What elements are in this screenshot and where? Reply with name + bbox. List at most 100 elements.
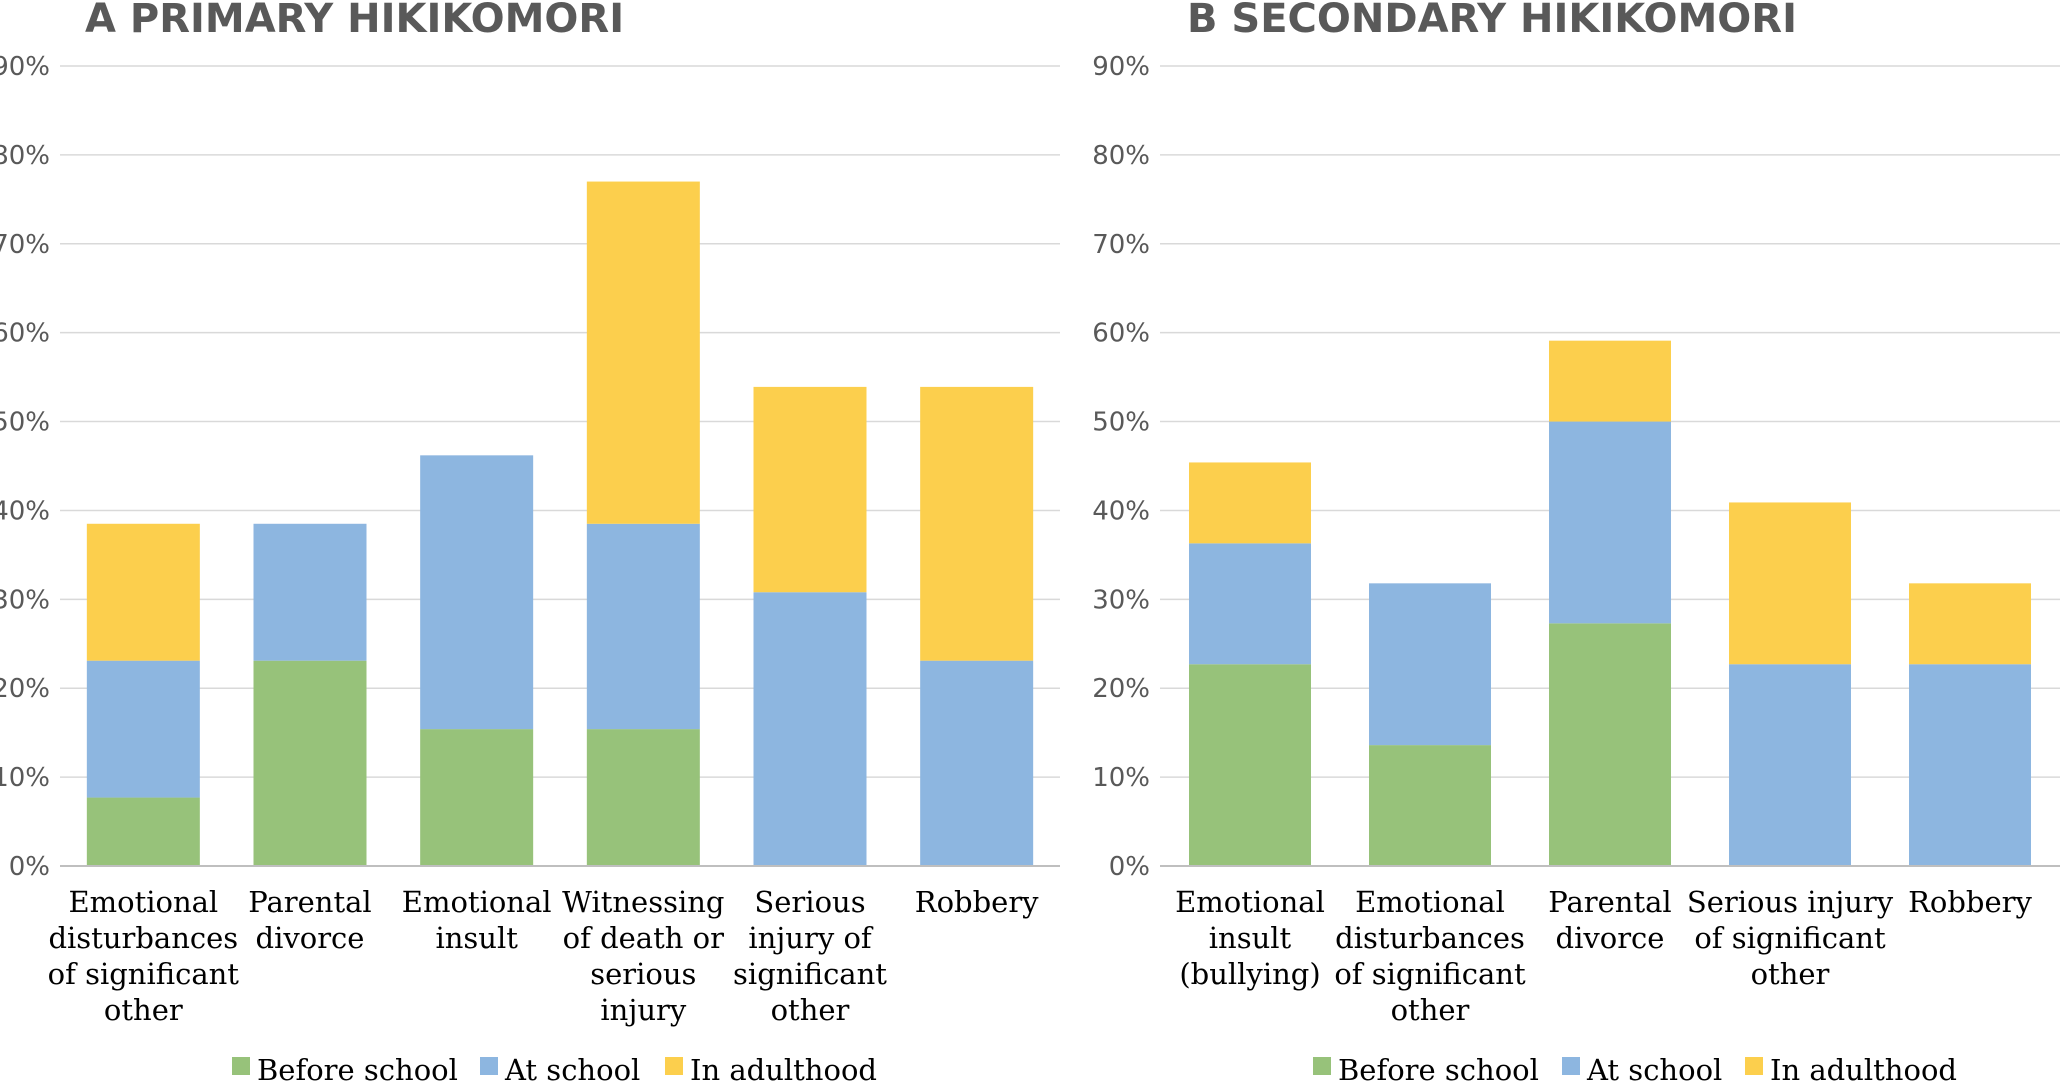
bar-before-school bbox=[1189, 664, 1311, 866]
x-category-label: Robbery bbox=[1908, 885, 2032, 919]
x-category-label: Serious injury of significant other bbox=[733, 885, 887, 1027]
y-tick-label: 50% bbox=[0, 408, 50, 438]
chart-panel-b: B SECONDARY HIKIKOMORI 0% 10% 20% 30% 40% 50% 6… bbox=[1092, 0, 2060, 1087]
x-category-label: Emotional disturbances of significant other bbox=[1334, 885, 1526, 1027]
x-category-label: Parental divorce bbox=[1548, 885, 1671, 955]
y-tick-label: 50% bbox=[1092, 408, 1150, 438]
y-tick-label: 30% bbox=[1092, 585, 1150, 615]
y-tick-label: 40% bbox=[1092, 496, 1150, 526]
bar-at-school bbox=[253, 523, 367, 661]
x-category-label-line: Witnessing bbox=[562, 885, 724, 919]
bar-at-school bbox=[1369, 583, 1491, 746]
legend-swatch bbox=[1745, 1057, 1763, 1075]
bar-in-adulthood bbox=[586, 181, 700, 524]
y-tick-label: 70% bbox=[0, 230, 50, 260]
x-category-label-line: Serious bbox=[754, 885, 865, 919]
x-category-label-line: serious bbox=[590, 957, 696, 991]
legend-swatch bbox=[665, 1057, 683, 1075]
x-category-label-line: Robbery bbox=[1908, 885, 2032, 919]
x-category-label-line: Emotional bbox=[1355, 885, 1505, 919]
y-tick-label: 0% bbox=[9, 852, 50, 882]
bar-before-school bbox=[1369, 745, 1491, 866]
legend-label: Before school bbox=[1338, 1053, 1539, 1087]
y-tick-label: 80% bbox=[0, 141, 50, 171]
legend-label: In adulthood bbox=[690, 1053, 877, 1087]
x-category-label-line: other bbox=[1751, 957, 1830, 991]
y-tick-label: 80% bbox=[1092, 141, 1150, 171]
bar-before-school bbox=[253, 660, 367, 866]
bar-before-school bbox=[586, 729, 700, 866]
y-tick-label: 40% bbox=[0, 496, 50, 526]
x-category-label-line: significant bbox=[733, 957, 887, 991]
bar-at-school bbox=[1549, 421, 1671, 624]
bar-at-school bbox=[420, 455, 534, 730]
bar-in-adulthood bbox=[920, 386, 1034, 661]
chart-panel-a: A PRIMARY HIKIKOMORI 0% 10% 20% 30% 40% 50% 60%… bbox=[0, 0, 1060, 1087]
x-category-label-line: Robbery bbox=[915, 885, 1039, 919]
x-category-label-line: Serious injury bbox=[1687, 885, 1894, 919]
chart-title: A PRIMARY HIKIKOMORI bbox=[85, 0, 624, 42]
legend-label: In adulthood bbox=[1770, 1053, 1957, 1087]
bar-at-school bbox=[586, 523, 700, 730]
bar-in-adulthood bbox=[1189, 462, 1311, 544]
y-tick-label: 60% bbox=[0, 319, 50, 349]
x-category-label-line: other bbox=[771, 993, 850, 1027]
bar-in-adulthood bbox=[86, 523, 200, 661]
bar-in-adulthood bbox=[1909, 583, 2031, 665]
x-category-label-line: insult bbox=[1209, 921, 1292, 955]
bar-at-school bbox=[1729, 664, 1851, 866]
legend-label: At school bbox=[504, 1053, 640, 1087]
y-tick-label: 20% bbox=[1092, 674, 1150, 704]
bar-in-adulthood bbox=[753, 386, 867, 593]
bar-before-school bbox=[420, 729, 534, 866]
x-category-label-line: other bbox=[1391, 993, 1470, 1027]
x-category-label-line: injury of bbox=[748, 921, 874, 955]
y-tick-label: 20% bbox=[0, 674, 50, 704]
x-category-label-line: Emotional bbox=[1175, 885, 1325, 919]
y-tick-label: 10% bbox=[1092, 763, 1150, 793]
legend-swatch bbox=[480, 1057, 498, 1075]
x-category-label-line: of significant bbox=[1334, 957, 1526, 991]
bar-before-school bbox=[86, 797, 200, 866]
x-category-label-line: Emotional bbox=[68, 885, 218, 919]
bar-before-school bbox=[1549, 623, 1671, 866]
x-category-label-line: Parental bbox=[248, 885, 371, 919]
legend: Before school At school In adulthood bbox=[232, 1053, 877, 1087]
y-tick-label: 90% bbox=[1092, 52, 1150, 82]
bar-in-adulthood bbox=[1729, 502, 1851, 665]
bar-at-school bbox=[1909, 664, 2031, 866]
y-tick-label: 70% bbox=[1092, 230, 1150, 260]
y-tick-label: 60% bbox=[1092, 319, 1150, 349]
bar-at-school bbox=[753, 592, 867, 866]
x-category-label: Emotional insult (bullying) bbox=[1175, 885, 1325, 991]
y-tick-label: 30% bbox=[0, 585, 50, 615]
bar-in-adulthood bbox=[1549, 340, 1671, 422]
y-tick-label: 10% bbox=[0, 763, 50, 793]
x-category-label: Emotional disturbances of significant other bbox=[48, 885, 240, 1027]
x-category-label-line: other bbox=[104, 993, 183, 1027]
legend-swatch bbox=[1562, 1057, 1580, 1075]
x-category-label-line: injury bbox=[600, 993, 686, 1027]
legend: Before school At school In adulthood bbox=[1313, 1053, 1957, 1087]
bar-at-school bbox=[920, 660, 1034, 866]
x-category-label-line: divorce bbox=[256, 921, 365, 955]
x-category-label-line: of significant bbox=[48, 957, 240, 991]
x-category-label-line: divorce bbox=[1556, 921, 1665, 955]
x-category-label-line: insult bbox=[435, 921, 518, 955]
x-category-label-line: disturbances bbox=[1335, 921, 1525, 955]
bar-at-school bbox=[86, 660, 200, 798]
x-category-label-line: disturbances bbox=[48, 921, 238, 955]
y-tick-label: 0% bbox=[1109, 852, 1150, 882]
x-category-label: Witnessing of death or serious injury bbox=[562, 885, 724, 1027]
x-category-label: Robbery bbox=[915, 885, 1039, 919]
legend-label: At school bbox=[1586, 1053, 1722, 1087]
x-category-label-line: Parental bbox=[1548, 885, 1671, 919]
y-tick-label: 90% bbox=[0, 52, 50, 82]
legend-label: Before school bbox=[257, 1053, 458, 1087]
legend-swatch bbox=[1313, 1057, 1331, 1075]
chart-title: B SECONDARY HIKIKOMORI bbox=[1187, 0, 1797, 42]
x-category-label-line: (bullying) bbox=[1179, 957, 1320, 991]
x-category-label-line: of significant bbox=[1694, 921, 1886, 955]
legend-swatch bbox=[232, 1057, 250, 1075]
